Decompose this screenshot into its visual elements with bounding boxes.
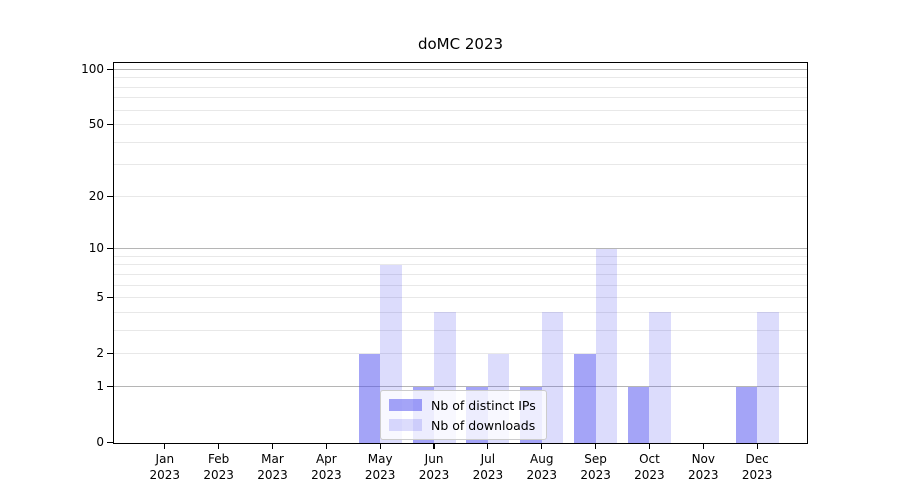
gridline-minor <box>114 330 807 332</box>
x-tick-mark <box>648 443 651 449</box>
y-tick-mark <box>107 195 113 198</box>
gridline-minor <box>114 297 807 299</box>
x-axis-tick-label: Jan 2023 <box>149 452 181 482</box>
x-tick-mark <box>756 443 758 449</box>
x-axis-tick-label: Dec 2023 <box>741 452 773 482</box>
x-tick-mark <box>702 443 704 449</box>
bar-downloads-Dec-2023 <box>757 312 779 443</box>
gridline-minor <box>114 284 807 286</box>
legend-swatch-distinct-ips <box>389 399 422 411</box>
x-tick-mark <box>433 443 435 449</box>
x-tick-mark <box>271 443 274 449</box>
gridline-minor <box>114 124 807 126</box>
y-tick-mark <box>107 248 113 250</box>
y-axis-tick-label: 50 <box>88 117 104 132</box>
chart-title: doMC 2023 <box>417 35 504 53</box>
x-axis-tick-label: May 2023 <box>364 452 396 482</box>
gridline-minor <box>114 77 807 79</box>
x-axis-tick-label: Nov 2023 <box>688 452 719 482</box>
bar-downloads-Aug-2023 <box>541 312 564 443</box>
gridline-minor <box>114 109 807 111</box>
x-axis-tick-label: Mar 2023 <box>257 452 288 482</box>
bar-ips-Dec-2023 <box>735 386 758 443</box>
y-axis-tick-label: 10 <box>88 241 104 256</box>
bar-ips-Oct-2023 <box>627 386 650 443</box>
y-axis-tick-label: 5 <box>96 290 104 305</box>
y-axis-tick-label: 1 <box>96 379 104 394</box>
y-axis-tick-label: 2 <box>96 346 104 361</box>
x-axis-tick-label: Jun 2023 <box>418 452 450 482</box>
x-axis-tick-label: Jul 2023 <box>472 452 504 482</box>
x-tick-mark <box>164 443 166 449</box>
y-axis-tick-label: 0 <box>96 435 104 450</box>
gridline-minor <box>114 86 807 88</box>
x-tick-mark <box>541 443 543 449</box>
gridline-major <box>114 386 807 388</box>
y-axis-tick-label: 100 <box>81 62 104 76</box>
gridline-minor <box>114 311 807 313</box>
gridline-minor <box>114 255 807 257</box>
gridline-minor <box>114 97 807 99</box>
bar-downloads-Oct-2023 <box>649 312 671 443</box>
legend-swatch-downloads <box>389 419 422 431</box>
y-tick-mark <box>107 68 113 71</box>
y-axis-tick-label: 20 <box>88 188 104 203</box>
y-tick-mark <box>107 442 113 444</box>
gridline-minor <box>114 273 807 275</box>
legend-label-distinct-ips: Nb of distinct IPs <box>431 397 536 413</box>
y-tick-mark <box>107 385 113 388</box>
x-tick-mark <box>325 443 327 449</box>
x-axis-tick-label: Aug 2023 <box>526 452 558 482</box>
legend-row-distinct-ips: Nb of distinct IPs <box>389 397 536 413</box>
y-tick-mark <box>107 297 113 299</box>
gridline-minor <box>114 195 807 197</box>
legend: Nb of distinct IPs Nb of downloads <box>380 390 547 440</box>
legend-label-downloads: Nb of downloads <box>431 417 536 433</box>
gridline-minor <box>114 353 807 355</box>
gridline-major <box>114 248 807 250</box>
x-tick-mark <box>487 443 489 449</box>
bar-ips-May-2023 <box>358 353 381 443</box>
bar-downloads-Sep-2023 <box>595 248 618 443</box>
x-axis-tick-label: Feb 2023 <box>203 452 234 482</box>
bar-ips-Sep-2023 <box>574 353 596 443</box>
legend-row-downloads: Nb of downloads <box>389 417 536 433</box>
x-tick-mark <box>595 443 597 449</box>
plot-area: 0 1 2 5 10 20 50 100 Jan 2023 Feb 2023 Mar 2023 Apr… <box>81 62 808 482</box>
gridline-minor <box>114 141 807 143</box>
gridline-major <box>114 68 807 71</box>
x-axis-tick-label: Oct 2023 <box>634 452 665 482</box>
y-tick-mark <box>107 124 113 126</box>
x-axis-tick-label: Apr 2023 <box>311 452 342 482</box>
y-tick-mark <box>107 353 113 355</box>
x-tick-mark <box>379 443 381 449</box>
gridline-minor <box>114 164 807 166</box>
x-axis-tick-label: Sep 2023 <box>580 452 611 482</box>
x-tick-mark <box>218 443 220 449</box>
gridline-minor <box>114 264 807 266</box>
